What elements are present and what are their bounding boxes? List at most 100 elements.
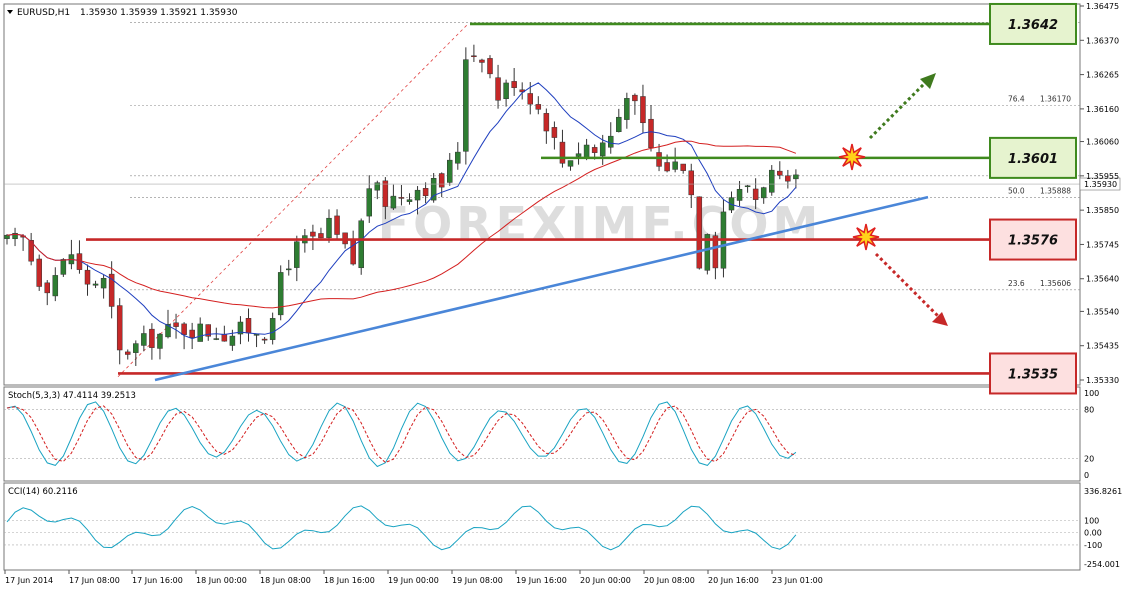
candle-body	[455, 151, 461, 164]
bullish-arrow-shaft	[868, 78, 930, 140]
candle-body	[672, 161, 678, 170]
time-axis-label: 23 Jun 01:00	[772, 576, 823, 585]
candle-body	[438, 173, 445, 188]
candle-body	[527, 93, 533, 105]
candle-body	[84, 269, 91, 285]
candle-body	[777, 170, 783, 176]
candle-body	[785, 175, 791, 182]
candle-body	[253, 334, 260, 336]
price-pane-frame	[3, 3, 1081, 386]
level-label: 1.3535	[1008, 367, 1058, 382]
candle-body	[229, 335, 236, 346]
stoch-label: Stoch(5,3,3) 47.4114 39.2513	[8, 391, 136, 401]
candle-body	[326, 217, 332, 239]
time-axis-label: 17 Jun 2014	[5, 576, 53, 585]
watermark: FOREXIMF.COM	[378, 197, 823, 251]
candle-body	[535, 104, 542, 110]
candle-body	[511, 81, 517, 88]
candle-body	[245, 318, 252, 334]
candle-body	[125, 351, 131, 355]
candle-body	[374, 182, 381, 191]
cci-axis-label: -100	[1084, 541, 1102, 550]
candle-body	[688, 170, 694, 196]
candle-body	[181, 323, 187, 335]
candle-body	[36, 258, 42, 287]
candle-body	[286, 268, 292, 271]
ohlc-readout: 1.35930 1.35939 1.35921 1.35930	[80, 8, 238, 18]
level-box-resistance	[989, 136, 1077, 179]
candle-body	[495, 77, 501, 101]
bearish-arrow-head-icon	[932, 312, 948, 326]
candle-body	[648, 118, 654, 148]
cci-axis-label: 336.8261	[1084, 487, 1122, 496]
time-axis-label: 19 Jun 08:00	[452, 576, 503, 585]
candle-body	[608, 135, 614, 148]
breakdown-star-icon	[852, 223, 880, 251]
trend-line	[154, 195, 929, 382]
level-box-support	[989, 352, 1077, 395]
candle-body	[189, 329, 195, 338]
candle-body	[471, 55, 477, 58]
candle-body	[463, 59, 469, 152]
candle-body	[479, 59, 485, 63]
breakout-star-icon	[838, 143, 866, 171]
candle-body	[20, 235, 26, 238]
candle-body	[133, 343, 139, 353]
candle-body	[422, 188, 429, 197]
current-price-label: 1.35930	[1084, 180, 1117, 189]
candle-body	[382, 180, 389, 207]
candle-body	[503, 82, 509, 100]
stoch-main-line	[6, 401, 797, 468]
fib-price-label: 1.35888	[1040, 187, 1071, 196]
candle-body	[277, 272, 284, 316]
candle-body	[100, 277, 107, 289]
candle-body	[141, 333, 147, 346]
time-axis-label: 20 Jun 08:00	[644, 576, 695, 585]
price-axis-label: 1.35745	[1086, 240, 1119, 249]
candle-body	[310, 231, 316, 237]
time-axis-label: 19 Jun 00:00	[388, 576, 439, 585]
candle-body	[12, 232, 18, 239]
time-axis-label: 20 Jun 16:00	[708, 576, 759, 585]
candle-body	[406, 199, 413, 202]
candle-body	[165, 323, 171, 338]
candle-body	[157, 333, 163, 349]
dropdown-triangle-icon[interactable]	[7, 10, 13, 14]
candle-body	[261, 338, 268, 341]
candle-body	[398, 197, 405, 199]
stoch-axis-label: 0	[1084, 471, 1089, 480]
current-price-tag	[1079, 177, 1121, 191]
candle-body	[28, 240, 34, 262]
price-axis-label: 1.35640	[1086, 275, 1119, 284]
candle-body	[487, 58, 493, 75]
candle-body	[696, 196, 703, 269]
stoch-axis-label: 20	[1084, 455, 1094, 464]
candle-body	[60, 259, 67, 275]
time-axis-label: 17 Jun 08:00	[69, 576, 120, 585]
cci-line	[6, 505, 797, 551]
candle-body	[632, 94, 638, 102]
candle-body	[366, 188, 372, 217]
price-axis-label: 1.35330	[1086, 376, 1119, 385]
candle-body	[358, 220, 364, 269]
candle-body	[551, 127, 558, 138]
cci-axis-label: 100	[1084, 516, 1099, 525]
candle-body	[4, 234, 10, 239]
candle-body	[575, 153, 582, 157]
candle-body	[350, 239, 356, 265]
moving-average-fast	[6, 82, 797, 340]
price-axis-label: 1.36370	[1086, 36, 1119, 45]
candle-body	[92, 283, 99, 286]
candle-body	[173, 322, 179, 327]
candle-body	[744, 185, 751, 188]
stoch-pane-frame	[3, 386, 1081, 482]
time-axis-label: 18 Jun 00:00	[196, 576, 247, 585]
level-label: 1.3576	[1008, 234, 1058, 249]
candle-body	[390, 195, 397, 209]
time-axis-label: 20 Jun 00:00	[580, 576, 631, 585]
candle-body	[205, 324, 211, 337]
time-axis-label: 18 Jun 16:00	[324, 576, 375, 585]
candle-body	[680, 163, 686, 171]
level-label: 1.3601	[1008, 152, 1058, 167]
